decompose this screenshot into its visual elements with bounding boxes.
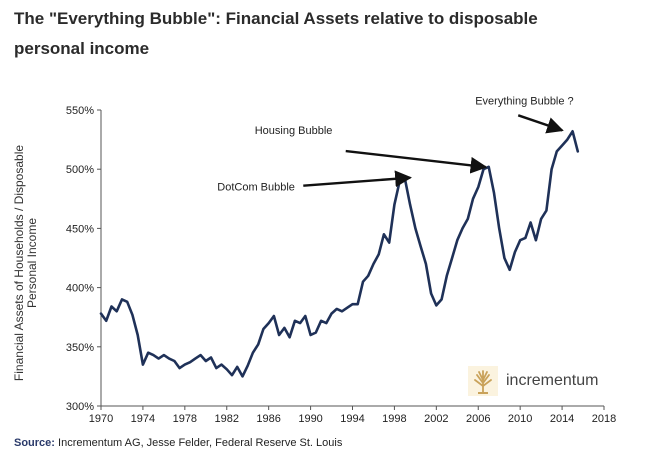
source-label: Source:: [14, 437, 55, 449]
annotation-arrow: [517, 114, 564, 134]
annotation-label: Housing Bubble: [255, 125, 333, 137]
y-tick-label: 500%: [66, 164, 94, 176]
chart-title-line-1: The "Everything Bubble": Financial Asset…: [14, 9, 538, 28]
annotation-arrow: [303, 170, 412, 188]
y-tick-label: 350%: [66, 342, 94, 354]
annotation-arrow: [345, 149, 488, 174]
chart-title-line-2: personal income: [14, 39, 150, 58]
source-text: Incrementum AG, Jesse Felder, Federal Re…: [58, 437, 343, 449]
annotation-label: DotCom Bubble: [217, 182, 295, 194]
x-tick-label: 1998: [382, 413, 406, 425]
x-tick-label: 1978: [173, 413, 197, 425]
y-tick-label: 300%: [66, 401, 94, 413]
x-tick-label: 2018: [592, 413, 616, 425]
incrementum-logo: incrementum: [468, 366, 598, 396]
series-line: [99, 130, 580, 378]
x-tick-label: 2006: [466, 413, 490, 425]
x-tick-label: 2010: [508, 413, 532, 425]
y-tick-label: 550%: [66, 105, 94, 117]
y-tick-label: 450%: [66, 223, 94, 235]
logo-text: incrementum: [506, 372, 599, 389]
x-tick-label: 1994: [340, 413, 364, 425]
chart-title: The "Everything Bubble": Financial Asset…: [14, 4, 634, 64]
x-tick-label: 2002: [424, 413, 448, 425]
x-tick-label: 1986: [256, 413, 280, 425]
x-tick-label: 1990: [298, 413, 322, 425]
x-tick-label: 1982: [215, 413, 239, 425]
x-tick-label: 2014: [550, 413, 574, 425]
source-note: Source: Incrementum AG, Jesse Felder, Fe…: [14, 437, 342, 449]
x-tick-label: 1974: [131, 413, 155, 425]
tree-logo-icon: [468, 366, 498, 396]
annotation-label: Everything Bubble ?: [475, 95, 573, 107]
y-tick-label: 400%: [66, 283, 94, 295]
x-tick-label: 1970: [89, 413, 113, 425]
